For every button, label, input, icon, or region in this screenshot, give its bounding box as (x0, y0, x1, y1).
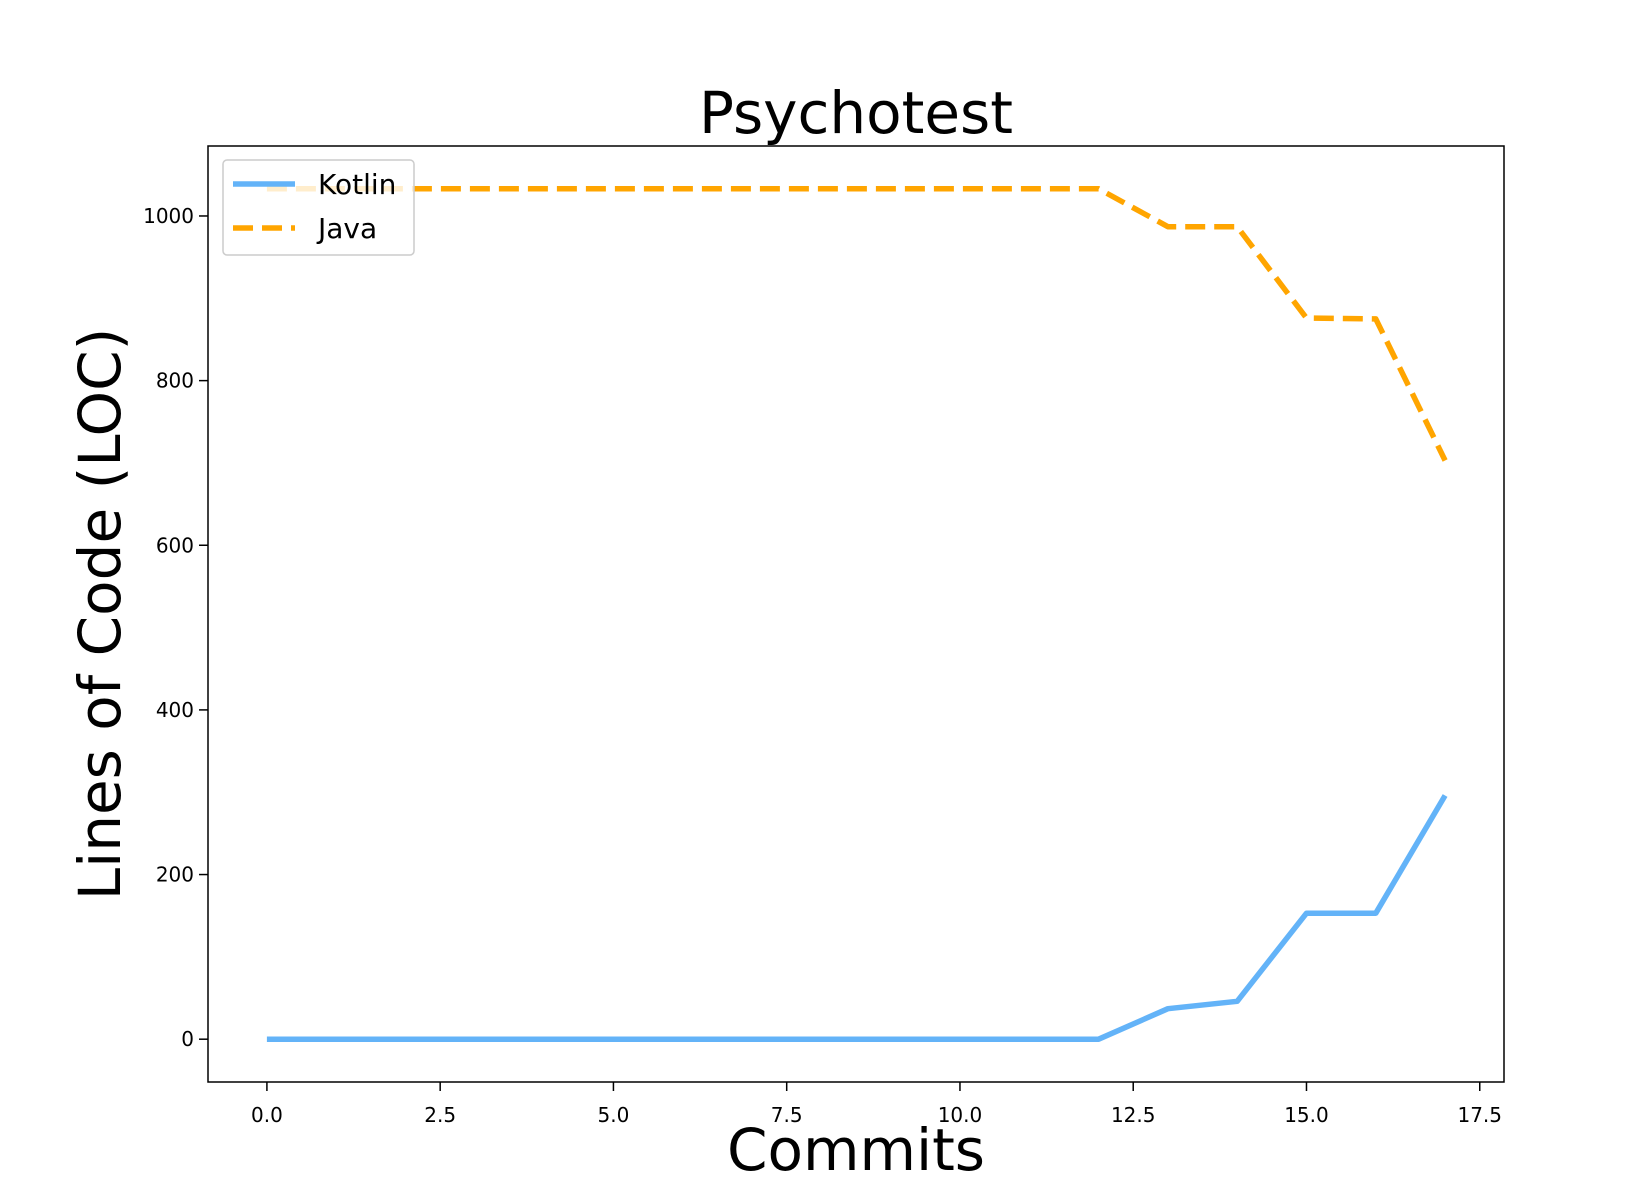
y-axis-label: Lines of Code (LOC) (66, 328, 134, 900)
x-tick-label: 0.0 (251, 1103, 283, 1127)
series-line-java (266, 186, 1448, 462)
plot-frame (207, 145, 1505, 1083)
legend-label-kotlin: Kotlin (318, 168, 396, 201)
y-tick-label: 0 (181, 1027, 194, 1051)
y-tick-label: 800 (156, 369, 194, 393)
x-axis-label: Commits (727, 1116, 985, 1184)
x-tick-label: 2.5 (424, 1103, 456, 1127)
series-line-kotlin (266, 794, 1448, 1042)
series-layer (266, 186, 1448, 1042)
y-tick-label: 400 (156, 698, 194, 722)
y-tick-label: 600 (156, 533, 194, 557)
x-tick-label: 5.0 (598, 1103, 630, 1127)
y-tick-label: 200 (156, 863, 194, 887)
legend: Kotlin Java (222, 159, 415, 256)
x-tick-label: 15.0 (1284, 1103, 1329, 1127)
x-tick-label: 12.5 (1111, 1103, 1156, 1127)
y-axis: 0 200 400 600 800 1000 (143, 204, 208, 1051)
x-axis: 0.0 2.5 5.0 7.5 10.0 12.5 15.0 17.5 (251, 1082, 1502, 1127)
legend-label-java: Java (316, 212, 377, 245)
plot-area (208, 146, 1504, 1082)
x-tick-label: 7.5 (771, 1103, 803, 1127)
x-tick-label: 10.0 (938, 1103, 983, 1127)
chart-title: Psychotest (699, 79, 1013, 147)
x-tick-label: 17.5 (1457, 1103, 1502, 1127)
y-tick-label: 1000 (143, 204, 194, 228)
